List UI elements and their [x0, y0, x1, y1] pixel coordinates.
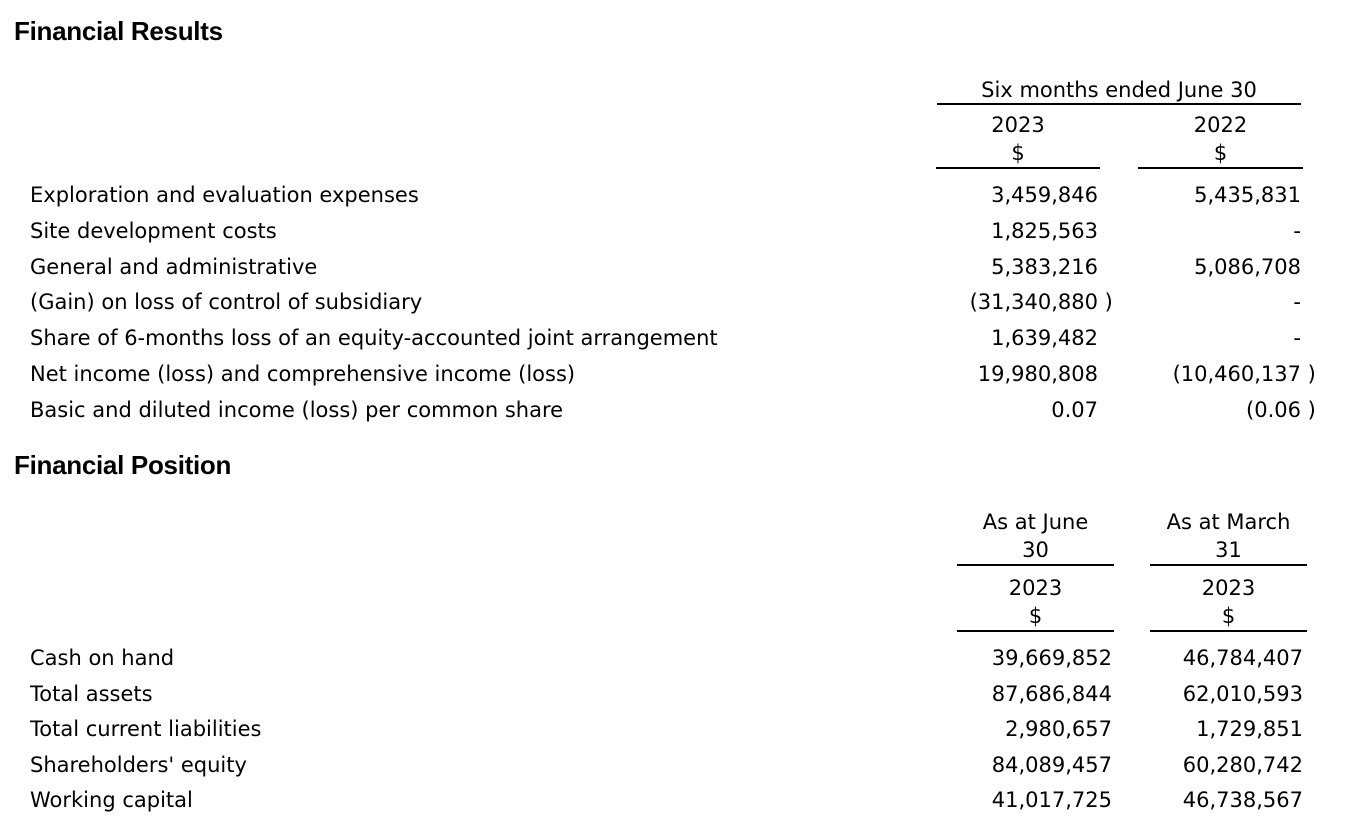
value-march-31-2023: 1,729,851 — [1196, 717, 1303, 741]
column-year-label: 2023 — [1008, 576, 1063, 600]
negative-close-paren: ) — [1098, 290, 1113, 314]
column-year-label: 2022 — [1193, 113, 1248, 137]
negative-close-paren: ) — [1301, 362, 1316, 386]
period-line-2: 30 — [1022, 538, 1049, 562]
column-header-2022: 2022 $ — [1138, 111, 1303, 169]
column-header-as-at-june-30: As at June 30 — [957, 508, 1114, 566]
negative-close-paren: ) — [1301, 398, 1316, 422]
period-line-1: As at March — [1166, 510, 1291, 534]
period-line-2: 31 — [1215, 538, 1242, 562]
column-currency-label: $ — [1011, 141, 1025, 165]
value-2023: 1,825,563 — [991, 219, 1098, 243]
value-june-30-2023: 2,980,657 — [1005, 717, 1112, 741]
table-row: Cash on hand 39,669,852 46,784,407 — [0, 640, 1364, 676]
value-march-31-2023: 46,784,407 — [1182, 646, 1303, 670]
value-2022: - — [1293, 326, 1301, 350]
table-row: Site development costs 1,825,563 - — [0, 213, 1364, 249]
row-label: Total current liabilities — [30, 717, 262, 741]
value-march-31-2023: 62,010,593 — [1182, 682, 1303, 706]
row-label: Cash on hand — [30, 646, 175, 670]
column-currency-label: $ — [1213, 141, 1228, 165]
value-2023: (31,340,880 ) — [936, 284, 1113, 320]
table-row: Working capital 41,017,725 46,738,567 — [0, 782, 1364, 818]
value-2022: 5,435,831 — [1194, 183, 1301, 207]
table-row: Basic and diluted income (loss) per comm… — [0, 392, 1364, 428]
financial-results-title: Financial Results — [14, 16, 223, 46]
value-2023: 3,459,846 — [991, 183, 1098, 207]
value-march-31-2023: 46,738,567 — [1182, 788, 1303, 812]
column-year-header-june: 2023 $ — [957, 574, 1114, 632]
value-2023: 1,639,482 — [991, 326, 1098, 350]
value-2022: - — [1293, 219, 1301, 243]
column-year-header-march: 2023 $ — [1150, 574, 1307, 632]
value-2023: 5,383,216 — [991, 255, 1098, 279]
value-2022: (10,460,137 ) — [1138, 356, 1316, 392]
row-label: Shareholders' equity — [30, 753, 247, 777]
table-row: Total current liabilities 2,980,657 1,72… — [0, 711, 1364, 747]
table-row: (Gain) on loss of control of subsidiary … — [0, 284, 1364, 320]
value-2023: 0.07 — [1051, 398, 1098, 422]
table-row: General and administrative 5,383,216 5,0… — [0, 249, 1364, 285]
row-label: Basic and diluted income (loss) per comm… — [30, 398, 564, 422]
value-2023: 19,980,808 — [977, 362, 1098, 386]
value-2022: (0.06 ) — [1138, 392, 1316, 428]
column-year-label: 2023 — [991, 113, 1045, 137]
table-row: Net income (loss) and comprehensive inco… — [0, 356, 1364, 392]
period-line-1: As at June — [982, 510, 1089, 534]
row-label: Site development costs — [30, 219, 277, 243]
value-june-30-2023: 87,686,844 — [991, 682, 1112, 706]
row-label: Total assets — [30, 682, 153, 706]
value-2022: - — [1293, 290, 1301, 314]
row-label: Working capital — [30, 788, 193, 812]
column-currency-label: $ — [1028, 604, 1043, 628]
column-currency-label: $ — [1221, 604, 1236, 628]
value-june-30-2023: 41,017,725 — [991, 788, 1112, 812]
value-march-31-2023: 60,280,742 — [1182, 753, 1303, 777]
row-label: Share of 6-months loss of an equity-acco… — [30, 326, 718, 350]
value-june-30-2023: 39,669,852 — [991, 646, 1112, 670]
column-year-label: 2023 — [1201, 576, 1256, 600]
row-label: Net income (loss) and comprehensive inco… — [30, 362, 576, 386]
value-2022: 5,086,708 — [1194, 255, 1301, 279]
table-row: Total assets 87,686,844 62,010,593 — [0, 676, 1364, 712]
column-header-2023: 2023 $ — [936, 111, 1100, 169]
period-span-header: Six months ended June 30 — [937, 75, 1301, 105]
row-label: General and administrative — [30, 255, 318, 279]
row-label: Exploration and evaluation expenses — [30, 183, 419, 207]
row-label: (Gain) on loss of control of subsidiary — [30, 290, 423, 314]
table-row: Exploration and evaluation expenses 3,45… — [0, 177, 1364, 213]
column-header-as-at-march-31: As at March 31 — [1150, 508, 1307, 566]
value-june-30-2023: 84,089,457 — [991, 753, 1112, 777]
financial-position-title: Financial Position — [14, 450, 232, 480]
table-row: Shareholders' equity 84,089,457 60,280,7… — [0, 747, 1364, 783]
table-row: Share of 6-months loss of an equity-acco… — [0, 320, 1364, 356]
